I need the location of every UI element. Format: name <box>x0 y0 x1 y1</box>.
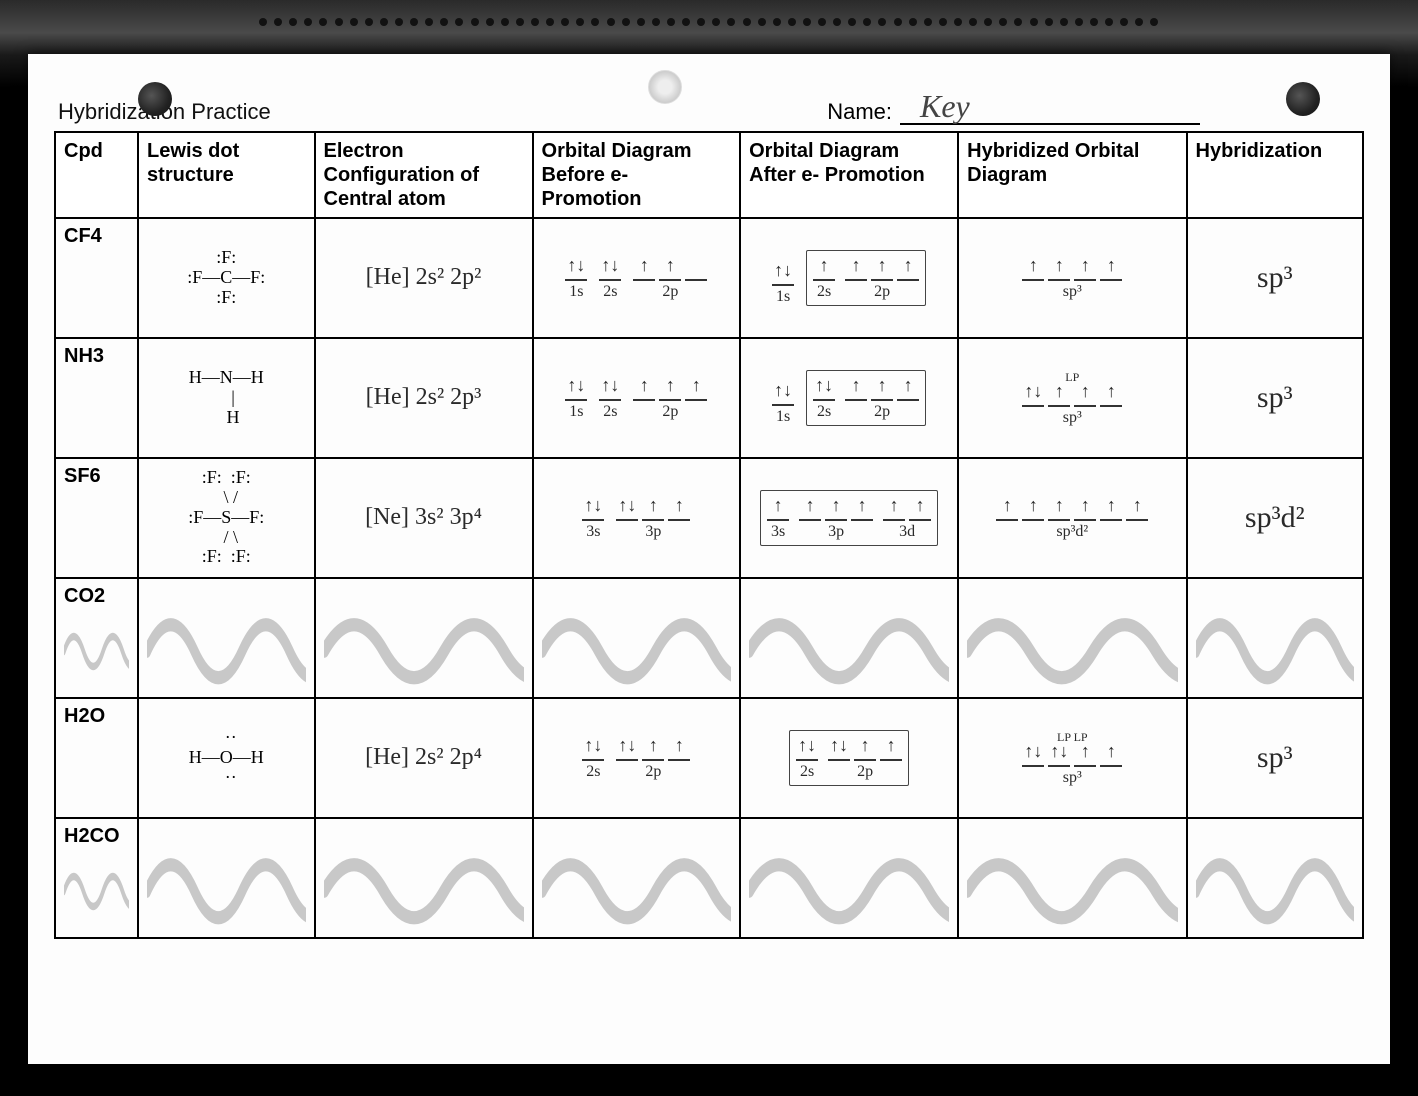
worksheet-page: Hybridization Practice Name: Key Cpd Lew… <box>28 54 1390 1064</box>
hybridization-value: sp³ <box>1196 345 1355 451</box>
table-row: CF4 :F: :F—C—F: :F: [He] 2s² 2p²↑↓1s↑↓2s↑↑… <box>55 218 1363 338</box>
name-field: Name: Key <box>827 92 1200 125</box>
col-header: Cpd <box>55 132 138 218</box>
cpd-label: NH3 <box>64 345 129 368</box>
hybrid-diagram: LP LP↑↓↑↓↑↑sp³ <box>967 705 1177 811</box>
lewis-structure: ·· H—O—H ·· <box>189 728 264 787</box>
orbital-after: ↑↓1s↑↓2s↑↑↑2p <box>749 345 949 451</box>
electron-config: [Ne] 3s² 3p⁴ <box>324 465 524 571</box>
cpd-label: CO2 <box>64 585 129 608</box>
electron-config: [He] 2s² 2p⁴ <box>324 705 524 811</box>
name-value: Key <box>900 92 1200 125</box>
orbital-after: ↑3s↑↑↑3p↑↑3d <box>749 465 949 571</box>
header-row: Hybridization Practice Name: Key <box>54 92 1364 125</box>
hybrid-diagram: ↑↑↑↑↑↑sp³d² <box>967 465 1177 571</box>
spiral-perforation <box>259 18 1159 30</box>
col-header: Orbital Diagram After e- Promotion <box>740 132 958 218</box>
table-row: CO2 <box>55 578 1363 698</box>
col-header: Hybridization <box>1187 132 1364 218</box>
lewis-structure: :F: :F—C—F: :F: <box>187 248 265 307</box>
table-row: SF6 :F: :F: \ / :F—S—F: / \ :F: :F: [Ne] 3… <box>55 458 1363 578</box>
orbital-before: ↑↓1s↑↓2s↑↑↑2p <box>542 345 732 451</box>
orbital-before: ↑↓2s↑↓↑↑2p <box>542 705 732 811</box>
orbital-before: ↑↓3s↑↓↑↑3p <box>542 465 732 571</box>
hybrid-diagram: LP↑↓↑↑↑sp³ <box>967 345 1177 451</box>
lewis-structure: :F: :F: \ / :F—S—F: / \ :F: :F: <box>188 468 264 567</box>
cpd-label: SF6 <box>64 465 129 488</box>
col-header: Orbital Diagram Before e- Promotion <box>533 132 741 218</box>
orbital-before: ↑↓1s↑↓2s↑↑2p <box>542 225 732 331</box>
table-header-row: Cpd Lewis dot structure Electron Configu… <box>55 132 1363 218</box>
name-label: Name: <box>827 99 892 125</box>
col-header: Lewis dot structure <box>138 132 314 218</box>
cpd-label: H2CO <box>64 825 129 848</box>
punch-hole <box>1286 82 1320 116</box>
lewis-structure: H—N—H | H <box>189 368 264 427</box>
orbital-after: ↑↓1s↑2s↑↑↑2p <box>749 225 949 331</box>
cpd-label: CF4 <box>64 225 129 248</box>
col-header: Electron Configuration of Central atom <box>315 132 533 218</box>
hybrid-diagram: ↑↑↑↑sp³ <box>967 225 1177 331</box>
worksheet-table: Cpd Lewis dot structure Electron Configu… <box>54 131 1364 939</box>
electron-config: [He] 2s² 2p³ <box>324 345 524 451</box>
hybridization-value: sp³ <box>1196 705 1355 811</box>
col-header: Hybridized Orbital Diagram <box>958 132 1186 218</box>
punch-hole <box>138 82 172 116</box>
table-row: H2CO <box>55 818 1363 938</box>
hybridization-value: sp³ <box>1196 225 1355 331</box>
table-row: NH3H—N—H | H[He] 2s² 2p³↑↓1s↑↓2s↑↑↑2p↑↓1… <box>55 338 1363 458</box>
hybridization-value: sp³d² <box>1196 465 1355 571</box>
table-row: H2O ·· H—O—H ··[He] 2s² 2p⁴↑↓2s↑↓↑↑2p↑↓2… <box>55 698 1363 818</box>
electron-config: [He] 2s² 2p² <box>324 225 524 331</box>
punch-hole <box>648 70 682 104</box>
cpd-label: H2O <box>64 705 129 728</box>
orbital-after: ↑↓2s↑↓↑↑2p <box>749 705 949 811</box>
